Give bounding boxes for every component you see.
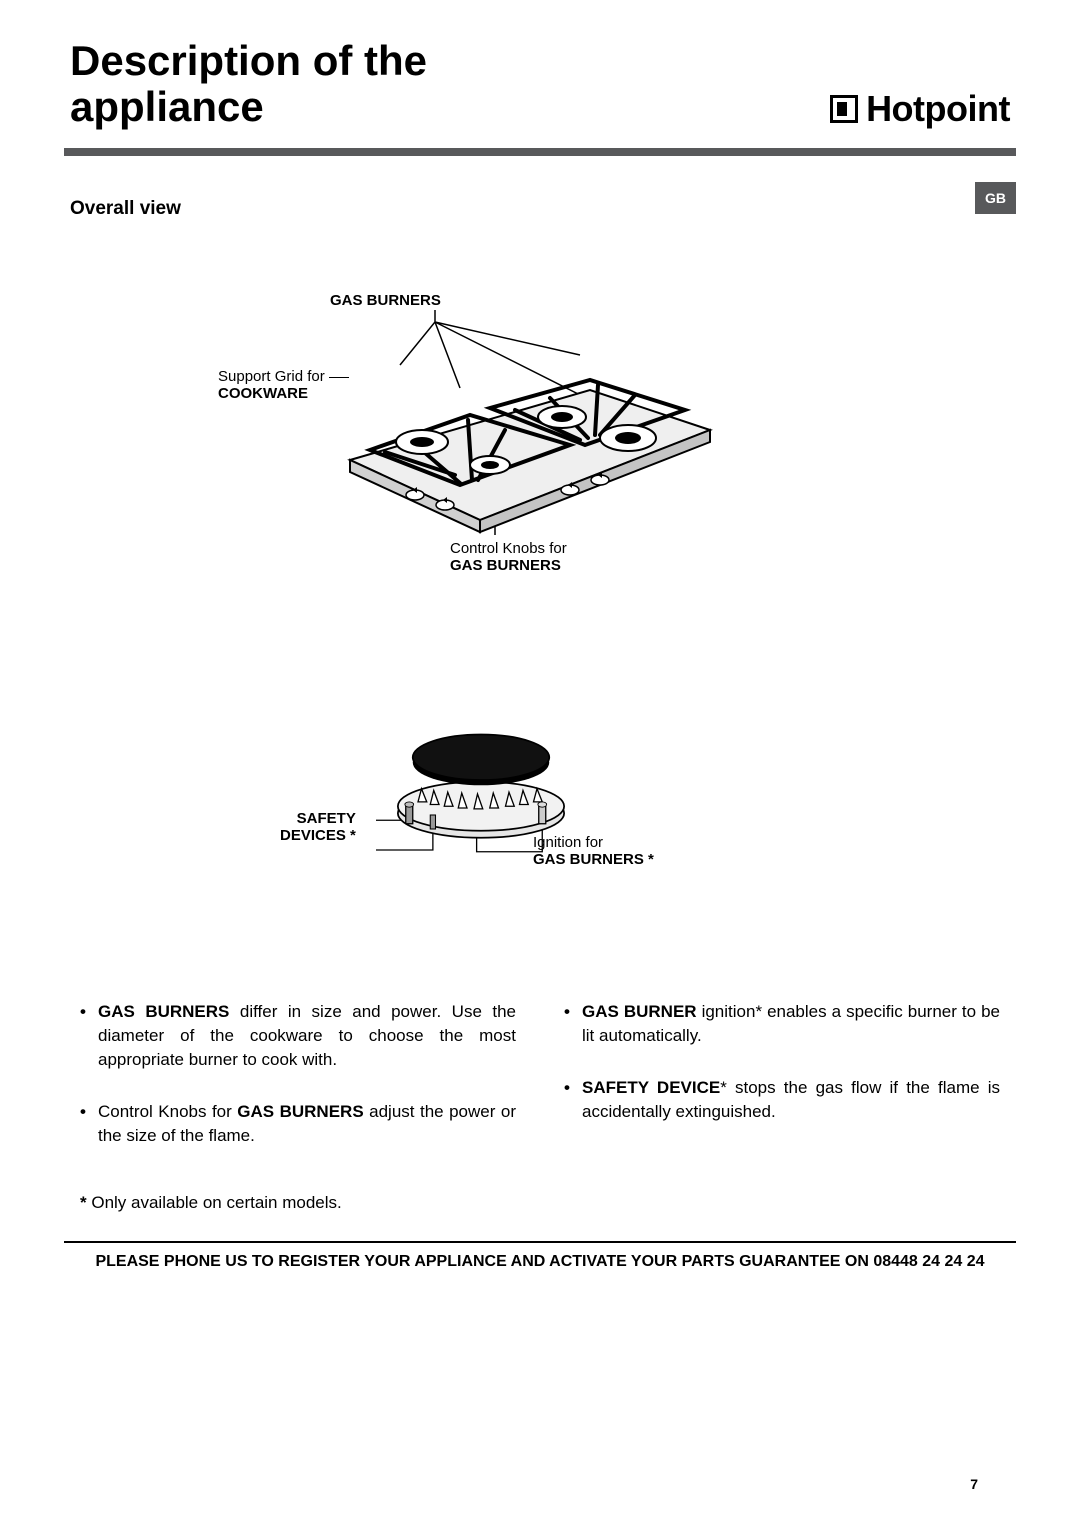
brand-text: Hotpoint bbox=[866, 88, 1010, 130]
label-cookware-l2: COOKWARE bbox=[218, 385, 308, 402]
page-number: 7 bbox=[970, 1476, 978, 1492]
header-rule bbox=[64, 148, 1016, 156]
bullet-item: GAS BURNERS differ in size and power. Us… bbox=[80, 1000, 516, 1071]
footer-text: PLEASE PHONE US TO REGISTER YOUR APPLIAN… bbox=[0, 1253, 1080, 1271]
language-tab: GB bbox=[975, 182, 1016, 214]
col-right: GAS BURNER ignition* enables a specific … bbox=[564, 1000, 1000, 1175]
label-control-knobs-l2: GAS BURNERS bbox=[450, 557, 561, 574]
label-cookware-l1: Support Grid for bbox=[218, 368, 325, 385]
brand-icon bbox=[830, 95, 858, 123]
label-safety-l1: SAFETY bbox=[297, 810, 356, 827]
footnote-text: Only available on certain models. bbox=[87, 1193, 342, 1212]
footnote-star: * bbox=[80, 1193, 87, 1212]
hob-diagram-icon bbox=[340, 310, 720, 540]
col-left: GAS BURNERS differ in size and power. Us… bbox=[80, 1000, 516, 1175]
footnote: * Only available on certain models. bbox=[0, 1175, 1080, 1213]
label-cookware: Support Grid for COOKWARE bbox=[218, 368, 349, 402]
label-safety-l2: DEVICES * bbox=[280, 827, 356, 844]
bullet-item: Control Knobs for GAS BURNERS adjust the… bbox=[80, 1100, 516, 1148]
label-control-knobs-l1: Control Knobs for bbox=[450, 540, 567, 557]
label-gas-burners-top: GAS BURNERS bbox=[330, 292, 441, 309]
section-subtitle: Overall view bbox=[70, 198, 1080, 220]
bullet-item: GAS BURNER ignition* enables a specific … bbox=[564, 1000, 1000, 1048]
label-safety-devices: SAFETY DEVICES * bbox=[280, 810, 356, 844]
brand-logo: Hotpoint bbox=[830, 88, 1010, 130]
page-title: Description of theappliance bbox=[70, 38, 427, 130]
label-control-knobs: Control Knobs for GAS BURNERS bbox=[450, 540, 567, 574]
diagram-area: GAS BURNERS Support Grid for COOKWARE Co… bbox=[0, 240, 1080, 900]
bullet-item: SAFETY DEVICE* stops the gas flow if the… bbox=[564, 1076, 1000, 1124]
footer-rule bbox=[64, 1241, 1016, 1243]
burner-detail-icon bbox=[376, 710, 586, 859]
content-columns: GAS BURNERS differ in size and power. Us… bbox=[0, 900, 1080, 1175]
